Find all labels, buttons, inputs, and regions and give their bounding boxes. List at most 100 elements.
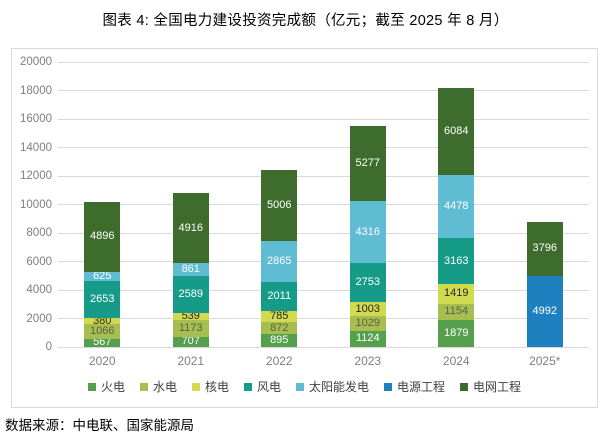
legend-swatch-icon [139,383,148,391]
gridline [58,204,589,205]
bar-segment-风电-2021: 2589 [172,275,209,313]
y-axis-tick-label: 18000 [20,84,52,97]
y-axis-tick-label: 10000 [20,198,52,211]
bar-value-label: 625 [93,269,112,282]
bar-segment-核电-2021: 539 [172,309,209,322]
bar-value-label: 1003 [355,302,380,315]
legend-label: 风电 [256,380,281,394]
legend-swatch-icon [460,383,469,391]
y-axis-tick-label: 0 [45,341,52,353]
x-axis-tick-label: 2022 [265,354,293,368]
bar-segment-核电-2024: 1419 [438,283,475,304]
bar-value-label: 6084 [444,124,469,137]
gridline [58,147,589,148]
y-axis-tick-label: 2000 [26,312,52,325]
bar-value-label: 895 [270,334,289,347]
bar-segment-火电-2024: 1879 [438,320,475,347]
bar-value-label: 5006 [267,198,292,211]
y-axis-tick-label: 16000 [20,113,52,125]
legend-swatch-icon [87,383,96,391]
bar-value-label: 5277 [355,157,380,170]
y-axis-tick-label: 12000 [20,170,52,182]
legend-item-火电: 火电 [87,380,125,394]
bar-segment-电源工程-2025*: 4992 [526,275,563,347]
gridline [58,261,589,262]
legend-item-电源工程: 电源工程 [384,380,445,394]
legend-item-水电: 水电 [139,380,177,394]
legend-item-电网工程: 电网工程 [460,380,521,394]
legend-label: 水电 [152,380,177,394]
gridline [58,61,589,63]
y-axis-tick-label: 6000 [26,255,52,268]
bar-value-label: 1173 [178,322,203,335]
bar-segment-火电-2020: 567 [84,336,121,349]
bar-value-label: 1066 [90,324,115,337]
bar-value-label: 2589 [178,287,203,300]
bar-segment-太阳能发电-2022: 2865 [261,241,298,282]
bar-segment-风电-2024: 3163 [438,238,475,284]
bar-value-label: 861 [181,262,200,275]
bar-value-label: 1879 [444,327,469,340]
bar-value-label: 4992 [532,304,557,317]
legend-item-太阳能发电: 太阳能发电 [296,380,369,394]
bar-value-label: 872 [270,321,289,334]
bar-value-label: 4478 [444,200,469,213]
bar-segment-水电-2022: 872 [261,321,298,335]
bar-segment-风电-2022: 2011 [261,281,298,311]
bar-segment-火电-2021: 707 [172,336,209,347]
bar-value-label: 3163 [444,254,469,267]
legend-item-风电: 风电 [243,380,281,394]
bar-value-label: 4916 [178,221,203,234]
source-note: 数据来源：中电联、国家能源局 [5,418,194,433]
y-axis-tick-label: 4000 [26,284,52,296]
bar-segment-电网工程-2025*: 3796 [526,221,563,276]
bar-segment-核电-2020: 380 [84,315,121,326]
x-axis-tick-label: 2024 [442,354,470,368]
bar-segment-火电-2022: 895 [261,334,298,347]
bar-value-label: 785 [270,309,289,322]
bar-value-label: 2011 [267,289,292,302]
legend-label: 电网工程 [473,380,522,394]
chart-title: 图表 4: 全国电力建设投资完成额（亿元；截至 2025 年 8 月） [102,13,509,29]
bar-segment-电网工程-2024: 6084 [438,87,475,175]
legend-label: 火电 [100,380,125,394]
bar-segment-风电-2020: 2653 [84,280,121,319]
gridline [58,90,589,91]
bar-segment-电网工程-2022: 5006 [261,169,298,242]
bar-value-label: 380 [93,314,112,327]
y-axis-tick-label: 8000 [26,227,52,239]
gridline [58,346,589,348]
legend-item-核电: 核电 [191,380,229,394]
bar-segment-水电-2023: 1029 [349,316,386,331]
bar-value-label: 4316 [355,225,380,238]
gridline [58,289,589,291]
bar-value-label: 2653 [90,292,115,305]
bar-value-label: 4896 [90,230,115,243]
legend-swatch-icon [384,383,393,391]
legend-swatch-icon [296,383,304,391]
x-axis-tick-label: 2021 [177,354,205,368]
bar-value-label: 539 [181,309,200,322]
legend-label: 太阳能发电 [309,380,370,394]
legend: 火电 水电 核电 风电 太阳能发电 电源工程 电网工程 [12,380,597,394]
bar-value-label: 1154 [444,305,469,318]
bar-segment-风电-2023: 2753 [349,262,386,302]
legend-swatch-icon [243,383,252,391]
y-axis-tick-label: 20000 [20,56,52,68]
bar-segment-电网工程-2020: 4896 [84,201,121,272]
bar-value-label: 2753 [355,275,380,288]
bar-segment-太阳能发电-2024: 4478 [438,174,475,239]
bar-value-label: 567 [93,336,112,349]
bar-segment-太阳能发电-2023: 4316 [349,201,386,263]
bar-segment-水电-2021: 1173 [172,320,209,337]
bar-value-label: 1124 [355,332,380,345]
y-axis-tick-label: 14000 [20,141,52,154]
bar-segment-太阳能发电-2020: 625 [84,269,121,282]
x-axis-tick-label: 2023 [354,354,382,368]
bar-segment-水电-2020: 1066 [84,323,121,339]
gridline [58,118,589,120]
bar-segment-核电-2022: 785 [261,309,298,322]
legend-swatch-icon [191,383,200,391]
bar-value-label: 1419 [444,287,469,300]
